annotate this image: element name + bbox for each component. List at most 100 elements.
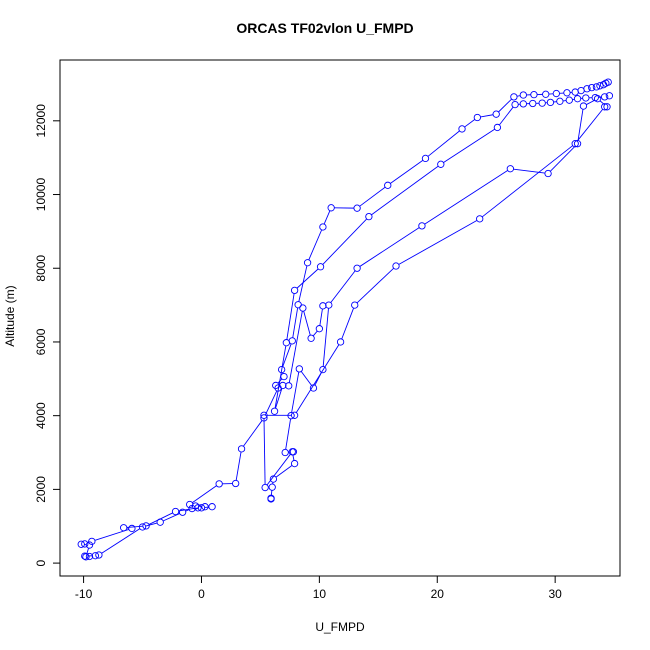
series-1 xyxy=(77,78,612,561)
data-point xyxy=(604,78,612,86)
data-point xyxy=(605,92,614,100)
data-point xyxy=(186,500,194,509)
y-tick-label: 8000 xyxy=(34,255,48,282)
y-tick-label: 0 xyxy=(34,559,48,566)
series-line-segment xyxy=(291,372,300,413)
series-line-segment xyxy=(341,308,354,340)
data-point xyxy=(506,165,515,173)
data-point xyxy=(128,524,136,533)
y-tick-label: 12000 xyxy=(34,104,48,138)
data-point xyxy=(295,365,303,373)
series-line-segment xyxy=(185,509,190,512)
series-line-segment xyxy=(300,371,312,386)
data-point xyxy=(81,552,89,560)
data-point xyxy=(325,301,333,309)
data-point xyxy=(88,537,96,546)
series-line-segment xyxy=(319,309,323,326)
data-point xyxy=(530,90,538,99)
data-point xyxy=(281,448,289,457)
series-line-segment xyxy=(586,99,595,105)
data-point xyxy=(418,222,426,230)
series-4 xyxy=(260,103,609,503)
data-point xyxy=(288,337,296,345)
series-line-segment xyxy=(390,159,424,184)
series-line-segment xyxy=(101,528,140,554)
series-line-segment xyxy=(359,227,420,267)
x-tick-label: 0 xyxy=(198,587,205,601)
series-line-segment xyxy=(145,522,158,527)
data-point xyxy=(603,103,611,111)
data-point xyxy=(280,372,288,381)
series-line-segment xyxy=(577,109,584,141)
y-tick-label: 6000 xyxy=(34,328,48,355)
series-line-segment xyxy=(398,220,478,265)
series-line-segment xyxy=(517,95,521,97)
data-point xyxy=(269,475,278,483)
series-line-segment xyxy=(296,268,319,289)
data-point xyxy=(82,553,90,561)
data-point xyxy=(565,96,573,104)
data-point xyxy=(546,98,555,107)
data-point xyxy=(188,504,196,513)
series-2 xyxy=(270,92,614,415)
data-point xyxy=(519,100,527,108)
data-point xyxy=(294,301,302,309)
series-line-segment xyxy=(192,485,217,503)
axis-layer: -10 0 10 20 30 0 2000 4000 6000 8000 10000 12000 xyxy=(34,104,562,601)
series-line-segment xyxy=(371,165,439,216)
series-line-segment xyxy=(275,465,293,478)
series-line-segment xyxy=(550,145,576,172)
data-point xyxy=(327,204,335,212)
data-point xyxy=(277,365,286,374)
series-line-segment xyxy=(356,267,394,304)
data-point xyxy=(601,93,609,101)
data-point xyxy=(476,215,484,223)
series-line-segment xyxy=(263,418,266,485)
x-axis-label: U_FMPD xyxy=(315,620,365,634)
chart-title: ORCAS TF02vlon U_FMPD xyxy=(236,20,414,36)
data-point xyxy=(351,301,359,309)
data-point xyxy=(353,264,361,272)
data-point xyxy=(178,508,187,516)
series-line-segment xyxy=(322,218,367,265)
data-point xyxy=(197,504,206,512)
data-point xyxy=(593,95,602,103)
series-line-segment xyxy=(513,168,545,174)
data-point xyxy=(319,223,327,231)
series-line-segment xyxy=(86,548,89,554)
data-point xyxy=(421,154,430,163)
series-line-segment xyxy=(292,307,299,338)
data-point xyxy=(579,102,588,110)
series-line-segment xyxy=(178,507,195,512)
series-line-segment xyxy=(163,513,180,522)
series-line-segment xyxy=(243,420,263,447)
series-5 xyxy=(81,503,216,561)
data-point xyxy=(268,483,276,491)
data-point xyxy=(307,334,315,342)
data-point xyxy=(299,304,307,312)
series-line-segment xyxy=(323,210,331,225)
data-point xyxy=(588,83,596,92)
data-point xyxy=(529,99,537,108)
x-tick-label: -10 xyxy=(75,587,93,601)
data-point xyxy=(285,382,293,390)
data-point xyxy=(260,411,268,419)
data-point xyxy=(519,91,527,99)
series-line-segment xyxy=(266,454,291,486)
series-line-segment xyxy=(303,311,311,336)
series-line-segment xyxy=(292,454,295,461)
series-line-segment xyxy=(274,345,287,409)
series-line-segment xyxy=(286,293,295,340)
data-point xyxy=(215,480,223,488)
data-point xyxy=(473,113,481,122)
data-point xyxy=(208,503,216,511)
data-point xyxy=(316,263,325,271)
data-point xyxy=(142,522,150,530)
data-point xyxy=(261,483,269,492)
y-tick-label: 2000 xyxy=(34,476,48,503)
series-line-segment xyxy=(464,119,475,128)
data-point xyxy=(493,123,502,132)
series-line-segment xyxy=(427,130,460,157)
data-point xyxy=(290,411,299,419)
